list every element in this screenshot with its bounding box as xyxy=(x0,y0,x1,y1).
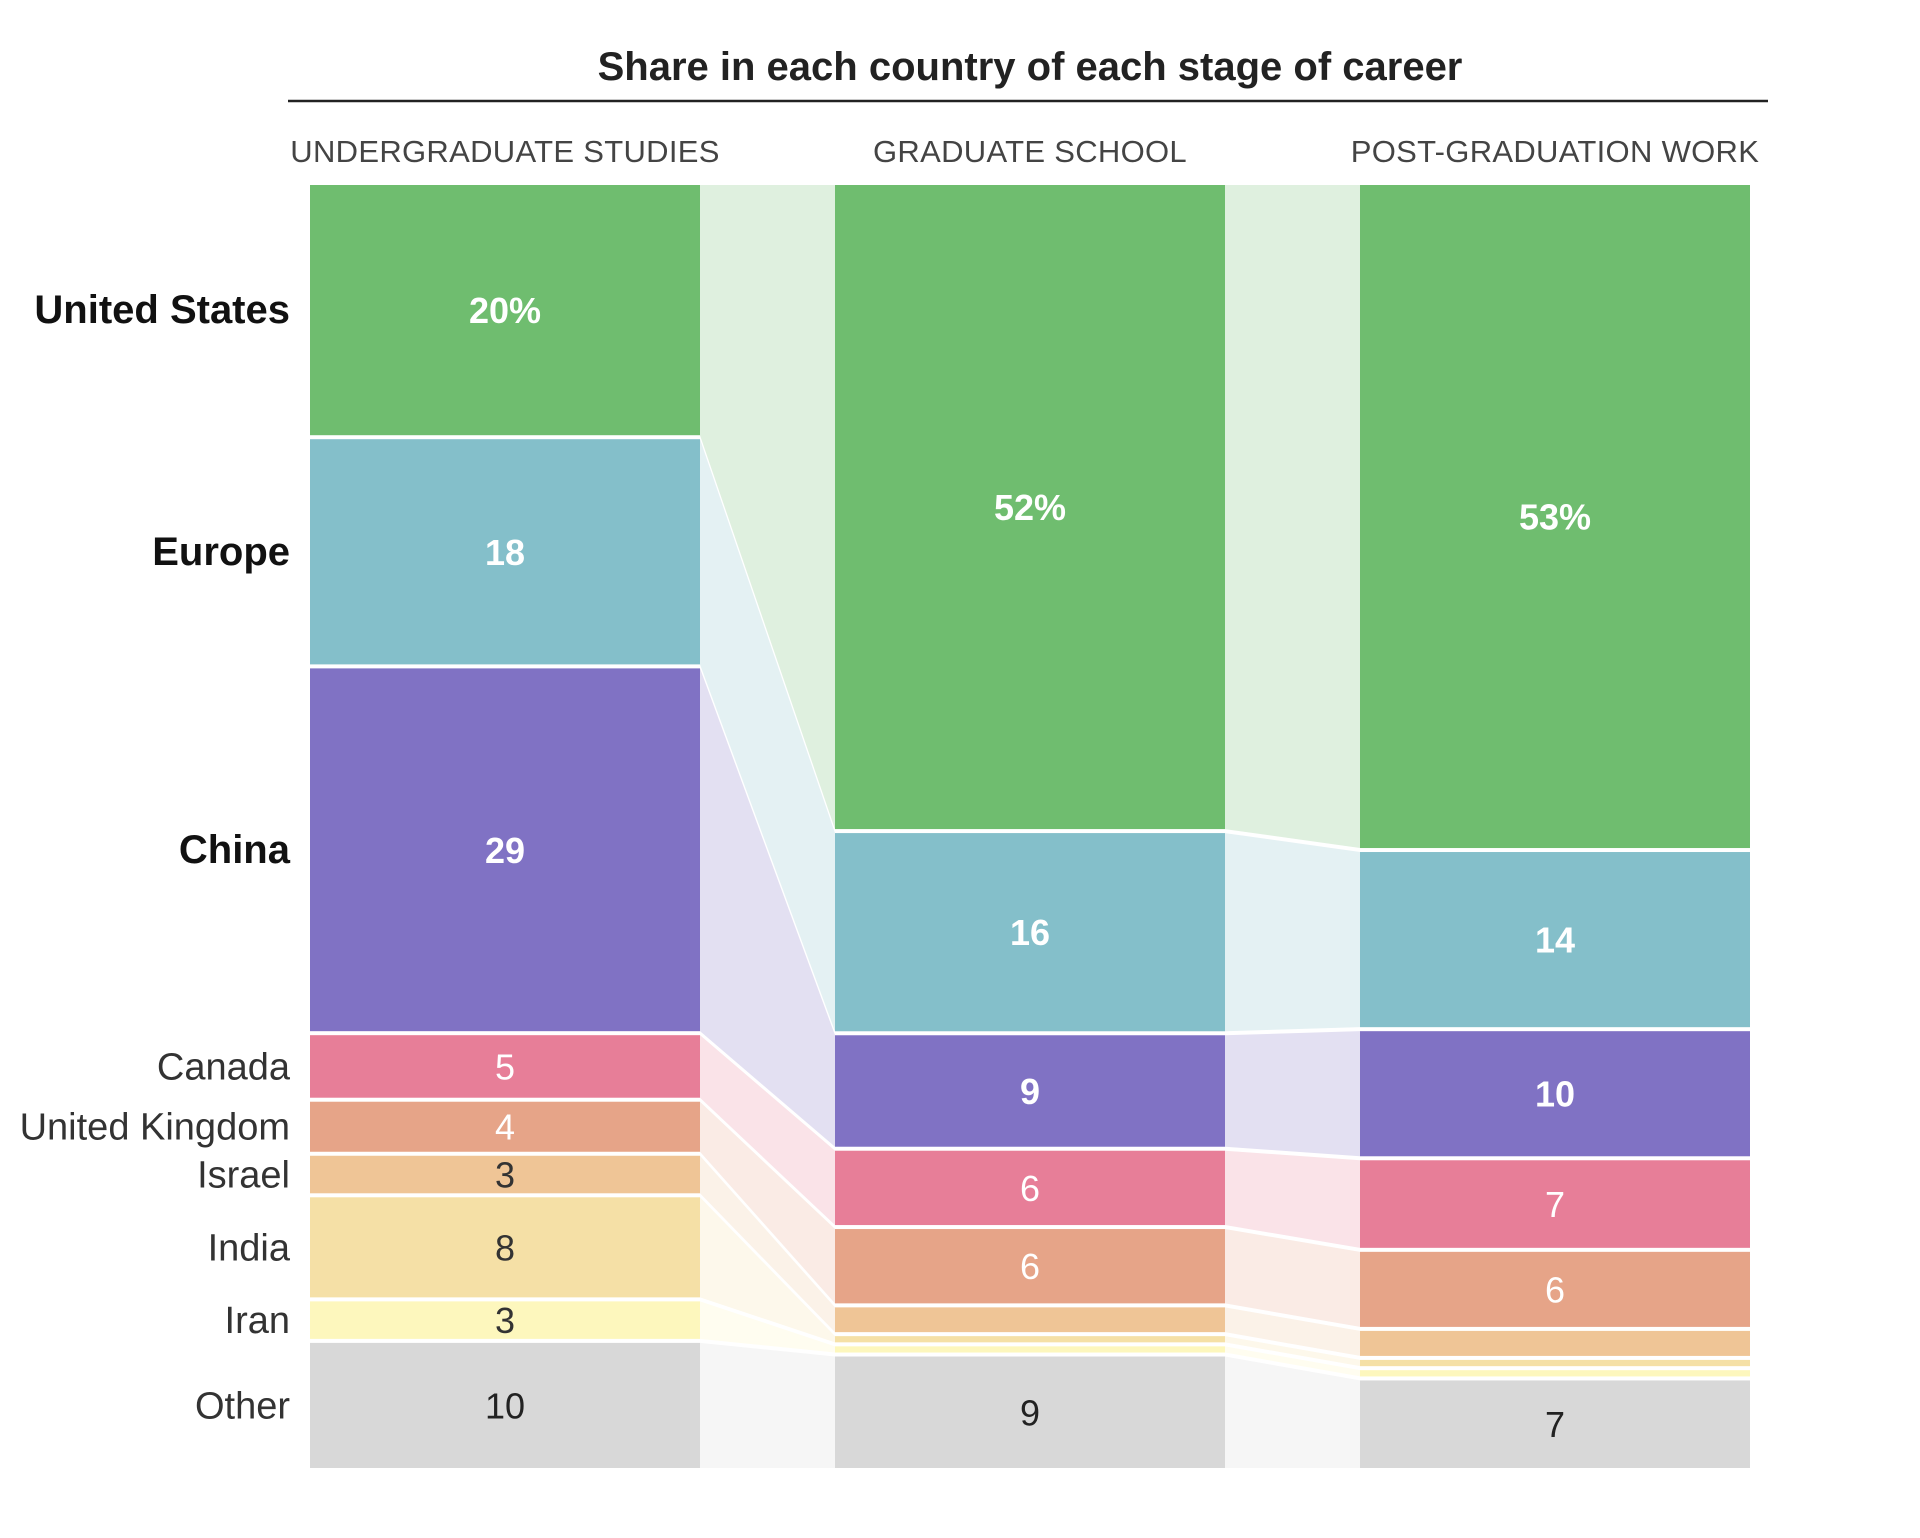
flow-china-0 xyxy=(700,668,835,1147)
country-label-canada: Canada xyxy=(157,1046,291,1088)
bar-israel-1 xyxy=(835,1307,1225,1333)
value-label-europe-0: 18 xyxy=(485,532,525,573)
value-label-united-kingdom-1: 6 xyxy=(1020,1246,1040,1287)
bar-india-1 xyxy=(835,1336,1225,1343)
bar-iran-0 xyxy=(310,1301,700,1339)
bar-united-states-1 xyxy=(835,185,1225,830)
country-label-united-states: United States xyxy=(34,288,290,332)
column-header-1: GRADUATE SCHOOL xyxy=(873,134,1187,169)
bar-europe-1 xyxy=(835,833,1225,1032)
bar-europe-2 xyxy=(1360,852,1750,1028)
flow-israel-0 xyxy=(700,1155,835,1333)
bar-united-kingdom-1 xyxy=(835,1229,1225,1304)
flow-other-0 xyxy=(700,1342,835,1468)
bar-europe-0 xyxy=(310,439,700,665)
value-label-china-2: 10 xyxy=(1535,1074,1575,1115)
column-headers: UNDERGRADUATE STUDIES GRADUATE SCHOOL POST… xyxy=(290,134,1759,169)
chart-title: Share in each country of each stage of c… xyxy=(598,45,1463,89)
bar-canada-2 xyxy=(1360,1160,1750,1248)
flow-iran-1 xyxy=(1225,1346,1360,1377)
bar-china-2 xyxy=(1360,1031,1750,1157)
flow-india-1 xyxy=(1225,1336,1360,1367)
value-label-canada-2: 7 xyxy=(1545,1184,1565,1225)
bar-canada-1 xyxy=(835,1150,1225,1226)
country-label-israel: Israel xyxy=(197,1155,290,1197)
country-label-europe: Europe xyxy=(152,530,290,574)
value-label-israel-0: 3 xyxy=(495,1155,515,1196)
value-label-united-states-1: 52% xyxy=(994,487,1066,528)
bar-united-kingdom-2 xyxy=(1360,1251,1750,1327)
value-label-united-kingdom-2: 6 xyxy=(1545,1269,1565,1310)
bar-india-0 xyxy=(310,1197,700,1298)
value-label-united-states-2: 53% xyxy=(1519,497,1591,538)
country-label-iran: Iran xyxy=(225,1300,290,1342)
country-label-united-kingdom: United Kingdom xyxy=(20,1107,290,1149)
value-label-canada-1: 6 xyxy=(1020,1168,1040,1209)
column-header-2: POST-GRADUATION WORK xyxy=(1351,134,1759,169)
flow-united-states-0 xyxy=(700,185,835,830)
bar-iran-1 xyxy=(835,1346,1225,1353)
flow-canada-1 xyxy=(1225,1150,1360,1248)
flow-bands xyxy=(700,185,1360,1468)
value-label-canada-0: 5 xyxy=(495,1046,515,1087)
bar-other-2 xyxy=(1360,1380,1750,1468)
stacked-bars xyxy=(310,185,1750,1468)
bar-china-0 xyxy=(310,668,700,1032)
bar-united-states-2 xyxy=(1360,185,1750,849)
value-label-europe-1: 16 xyxy=(1010,912,1050,953)
bar-china-1 xyxy=(835,1035,1225,1147)
value-label-united-states-0: 20% xyxy=(469,290,541,331)
bar-united-states-0 xyxy=(310,185,700,436)
flow-europe-1 xyxy=(1225,833,1360,1032)
value-label-europe-2: 14 xyxy=(1535,920,1575,961)
flow-israel-1 xyxy=(1225,1307,1360,1356)
bar-other-1 xyxy=(835,1356,1225,1468)
flow-united-states-1 xyxy=(1225,185,1360,849)
country-labels: United States Europe China Canada United Kin… xyxy=(20,288,291,1427)
value-label-china-0: 29 xyxy=(485,830,525,871)
value-label-other-1: 9 xyxy=(1020,1392,1040,1433)
flow-united-kingdom-1 xyxy=(1225,1229,1360,1327)
flow-europe-0 xyxy=(700,439,835,1032)
value-label-united-kingdom-0: 4 xyxy=(495,1107,515,1148)
bar-israel-2 xyxy=(1360,1330,1750,1356)
country-label-other: Other xyxy=(195,1385,290,1427)
bar-other-0 xyxy=(310,1342,700,1468)
segment-labels: 20% 52% 53% 18 16 14 29 9 10 5 6 7 4 6 6 3 8 3 10 9 7 xyxy=(469,290,1591,1445)
flow-iran-0 xyxy=(700,1301,835,1353)
flow-united-kingdom-0 xyxy=(700,1101,835,1304)
value-label-other-2: 7 xyxy=(1545,1404,1565,1445)
flow-china-1 xyxy=(1225,1031,1360,1157)
bar-iran-2 xyxy=(1360,1370,1750,1377)
bar-canada-0 xyxy=(310,1035,700,1098)
value-label-china-1: 9 xyxy=(1020,1071,1040,1112)
bar-united-kingdom-0 xyxy=(310,1101,700,1152)
column-header-0: UNDERGRADUATE STUDIES xyxy=(290,134,719,169)
flow-other-1 xyxy=(1225,1356,1360,1468)
bar-india-2 xyxy=(1360,1359,1750,1367)
value-label-other-0: 10 xyxy=(485,1385,525,1426)
flow-canada-0 xyxy=(700,1035,835,1226)
bar-israel-0 xyxy=(310,1155,700,1194)
flow-india-0 xyxy=(700,1197,835,1343)
value-label-iran-0: 3 xyxy=(495,1300,515,1341)
value-label-india-0: 8 xyxy=(495,1227,515,1268)
country-label-china: China xyxy=(179,828,291,872)
country-label-india: India xyxy=(208,1227,291,1269)
